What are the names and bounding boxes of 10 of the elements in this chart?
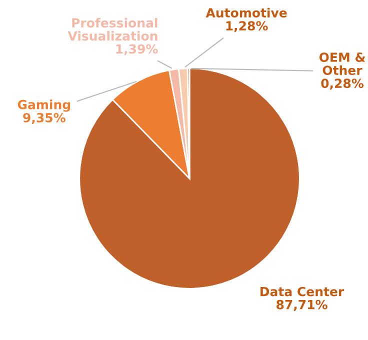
data-label: 1,28% xyxy=(226,21,268,32)
slice-label: Data Center xyxy=(260,286,344,296)
slice-label: Automotive xyxy=(206,8,287,18)
data-label: 0,28% xyxy=(321,78,364,90)
slice-label: Professional Visualization xyxy=(68,18,158,41)
data-label: 1,39% xyxy=(116,44,158,56)
slice-label: OEM & Other xyxy=(319,52,366,76)
data-label: 9,35% xyxy=(23,112,66,124)
data-label: 87,71% xyxy=(276,300,328,311)
slice-label: Gaming xyxy=(18,100,70,112)
